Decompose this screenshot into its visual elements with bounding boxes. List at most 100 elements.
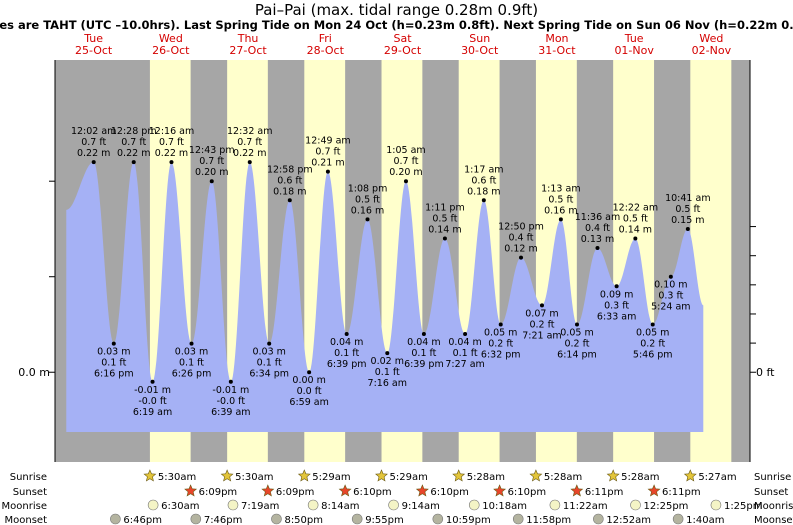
- low-tide-label: -0.01 m-0.0 ft6:19 am: [133, 379, 172, 418]
- moonset-icon: [110, 513, 121, 525]
- high-tide-label: 1:05 am0.7 ft0.20 m: [386, 145, 426, 184]
- tide-label-line: 0.5 ft: [675, 204, 700, 215]
- sun-icon: [529, 469, 543, 482]
- day-label-date: 26-Oct: [152, 44, 190, 57]
- tide-label-line: -0.01 m: [212, 385, 249, 396]
- tide-label-line: 0.4 ft: [585, 223, 610, 234]
- tide-label-line: 6:26 pm: [172, 369, 212, 380]
- sunset-time: 6:10pm: [353, 487, 392, 498]
- astro-row-sunrise: Sunrise Sunrise 5:30am 5:30am 5:29am 5:29am 5:…: [10, 469, 791, 483]
- tide-label-line: 0.00 m: [292, 375, 325, 386]
- tide-label-line: 0.05 m: [484, 327, 517, 338]
- moonrise-time: 11:22am: [563, 501, 608, 512]
- tide-point: [91, 160, 96, 165]
- day-label-date: 31-Oct: [538, 44, 576, 57]
- tide-point: [131, 160, 136, 165]
- high-tide-label: 1:11 pm0.5 ft0.14 m: [425, 203, 465, 241]
- high-tide-label: 12:32 am0.7 ft0.22 m: [227, 126, 273, 165]
- day-label-date: 30-Oct: [461, 44, 499, 57]
- day-label-dow: Tue: [83, 32, 103, 45]
- tide-label-line: 0.5 ft: [355, 194, 380, 205]
- tide-label-line: 12:58 pm: [267, 164, 313, 175]
- tide-label-line: 0.7 ft: [121, 137, 146, 148]
- tide-label-line: 0.7 ft: [199, 156, 224, 167]
- tide-point: [421, 332, 426, 337]
- high-tide-label: 12:16 am0.7 ft0.22 m: [149, 126, 194, 165]
- sunrise-label-right: Sunrise: [754, 472, 791, 483]
- sun-icon: [143, 469, 157, 482]
- sunset-icon: [184, 484, 198, 497]
- sun-icon: [220, 469, 234, 482]
- tide-point: [247, 160, 252, 165]
- tide-label-line: 11:36 am: [575, 212, 620, 223]
- sunset-icon: [415, 484, 429, 497]
- low-tide-label: 0.05 m0.2 ft6:14 pm: [557, 322, 597, 360]
- tide-label-line: 0.5 ft: [432, 214, 457, 225]
- astro-row-moonrise: Moonrise Moonrise 6:30am 7:19am 8:14am 9:14am…: [2, 499, 793, 512]
- tide-label-line: 6:33 am: [597, 311, 636, 322]
- high-tide-label: 1:08 pm0.5 ft0.16 m: [348, 183, 388, 222]
- tide-label-line: 5:46 pm: [633, 349, 673, 360]
- moonrise-icon: [630, 499, 641, 511]
- sunset-icon: [647, 484, 661, 497]
- tide-label-line: 0.04 m: [448, 337, 481, 348]
- tide-label-line: 6:32 pm: [481, 349, 521, 360]
- tide-label-line: 12:43 pm: [189, 145, 235, 156]
- sunset-icon: [338, 484, 352, 497]
- tide-label-line: 6:59 am: [289, 397, 328, 408]
- high-tide-label: 12:02 am0.7 ft0.22 m: [71, 126, 116, 165]
- tide-point: [150, 379, 155, 384]
- high-tide-label: 11:36 am0.4 ft0.13 m: [575, 212, 620, 251]
- tide-curve: [66, 162, 704, 432]
- tide-label-line: 0.7 ft: [237, 137, 262, 148]
- moonrise-icon: [710, 499, 722, 511]
- moonrise-icon: [147, 499, 159, 511]
- tide-label-line: -0.0 ft: [217, 396, 246, 407]
- tide-label-line: 10:41 am: [665, 193, 710, 204]
- tide-point: [650, 322, 655, 327]
- sunrise-time: 5:29am: [312, 472, 350, 483]
- moonrise-label-left: Moonrise: [2, 501, 47, 512]
- moonset-label-left: Moonset: [5, 515, 48, 525]
- axis-ticks: [49, 180, 756, 373]
- tide-label-line: 0.22 m: [117, 148, 150, 159]
- sun-icon: [452, 469, 466, 482]
- moonset-time: 12:52am: [606, 515, 651, 525]
- tide-label-line: 0.14 m: [619, 225, 652, 236]
- tide-label-line: 0.1 ft: [375, 367, 400, 378]
- low-tide-label: 0.10 m0.3 ft5:24 am: [651, 274, 691, 313]
- tide-point: [307, 370, 312, 375]
- high-tide-label: 12:43 pm0.7 ft0.20 m: [189, 145, 235, 184]
- day-label-date: 27-Oct: [229, 44, 267, 57]
- low-tide-label: 0.02 m0.1 ft7:16 am: [368, 351, 407, 389]
- high-tide-label: 12:22 am0.5 ft0.14 m: [613, 203, 658, 241]
- sunrise-time: 5:28am: [467, 472, 505, 483]
- moonrise-icon: [388, 499, 399, 511]
- tide-label-line: 0.6 ft: [471, 175, 496, 186]
- tide-point: [558, 217, 563, 222]
- tide-label-line: 0.13 m: [581, 234, 614, 245]
- sunset-label-right: Sunset: [754, 487, 788, 498]
- tide-point: [539, 303, 544, 308]
- sun-icon: [375, 469, 388, 482]
- tide-label-line: 12:28 pm: [111, 126, 157, 137]
- low-tide-label: 0.03 m0.1 ft6:34 pm: [249, 341, 289, 380]
- tide-label-line: 6:39 pm: [404, 359, 444, 370]
- moonrise-time: 6:30am: [161, 501, 199, 512]
- day-label-dow: Wed: [159, 32, 183, 45]
- tide-label-line: -0.0 ft: [138, 396, 167, 407]
- tide-label-line: 0.1 ft: [179, 358, 204, 369]
- day-label-dow: Wed: [699, 32, 723, 45]
- tide-label-line: 0.7 ft: [81, 137, 106, 148]
- tide-label-line: 0.05 m: [636, 327, 669, 338]
- low-tide-label: 0.04 m0.1 ft6:39 pm: [327, 332, 366, 370]
- tide-label-line: 1:08 pm: [348, 183, 388, 194]
- tide-label-line: 5:24 am: [651, 302, 690, 313]
- tide-point: [111, 341, 116, 346]
- low-tide-label: 0.05 m0.2 ft6:32 pm: [481, 322, 521, 360]
- sunset-time: 6:11pm: [585, 487, 624, 498]
- tide-point: [442, 236, 447, 241]
- tide-label-line: 0.16 m: [544, 205, 577, 216]
- moonset-time: 1:40am: [686, 515, 724, 525]
- sunset-time: 6:10pm: [508, 487, 547, 498]
